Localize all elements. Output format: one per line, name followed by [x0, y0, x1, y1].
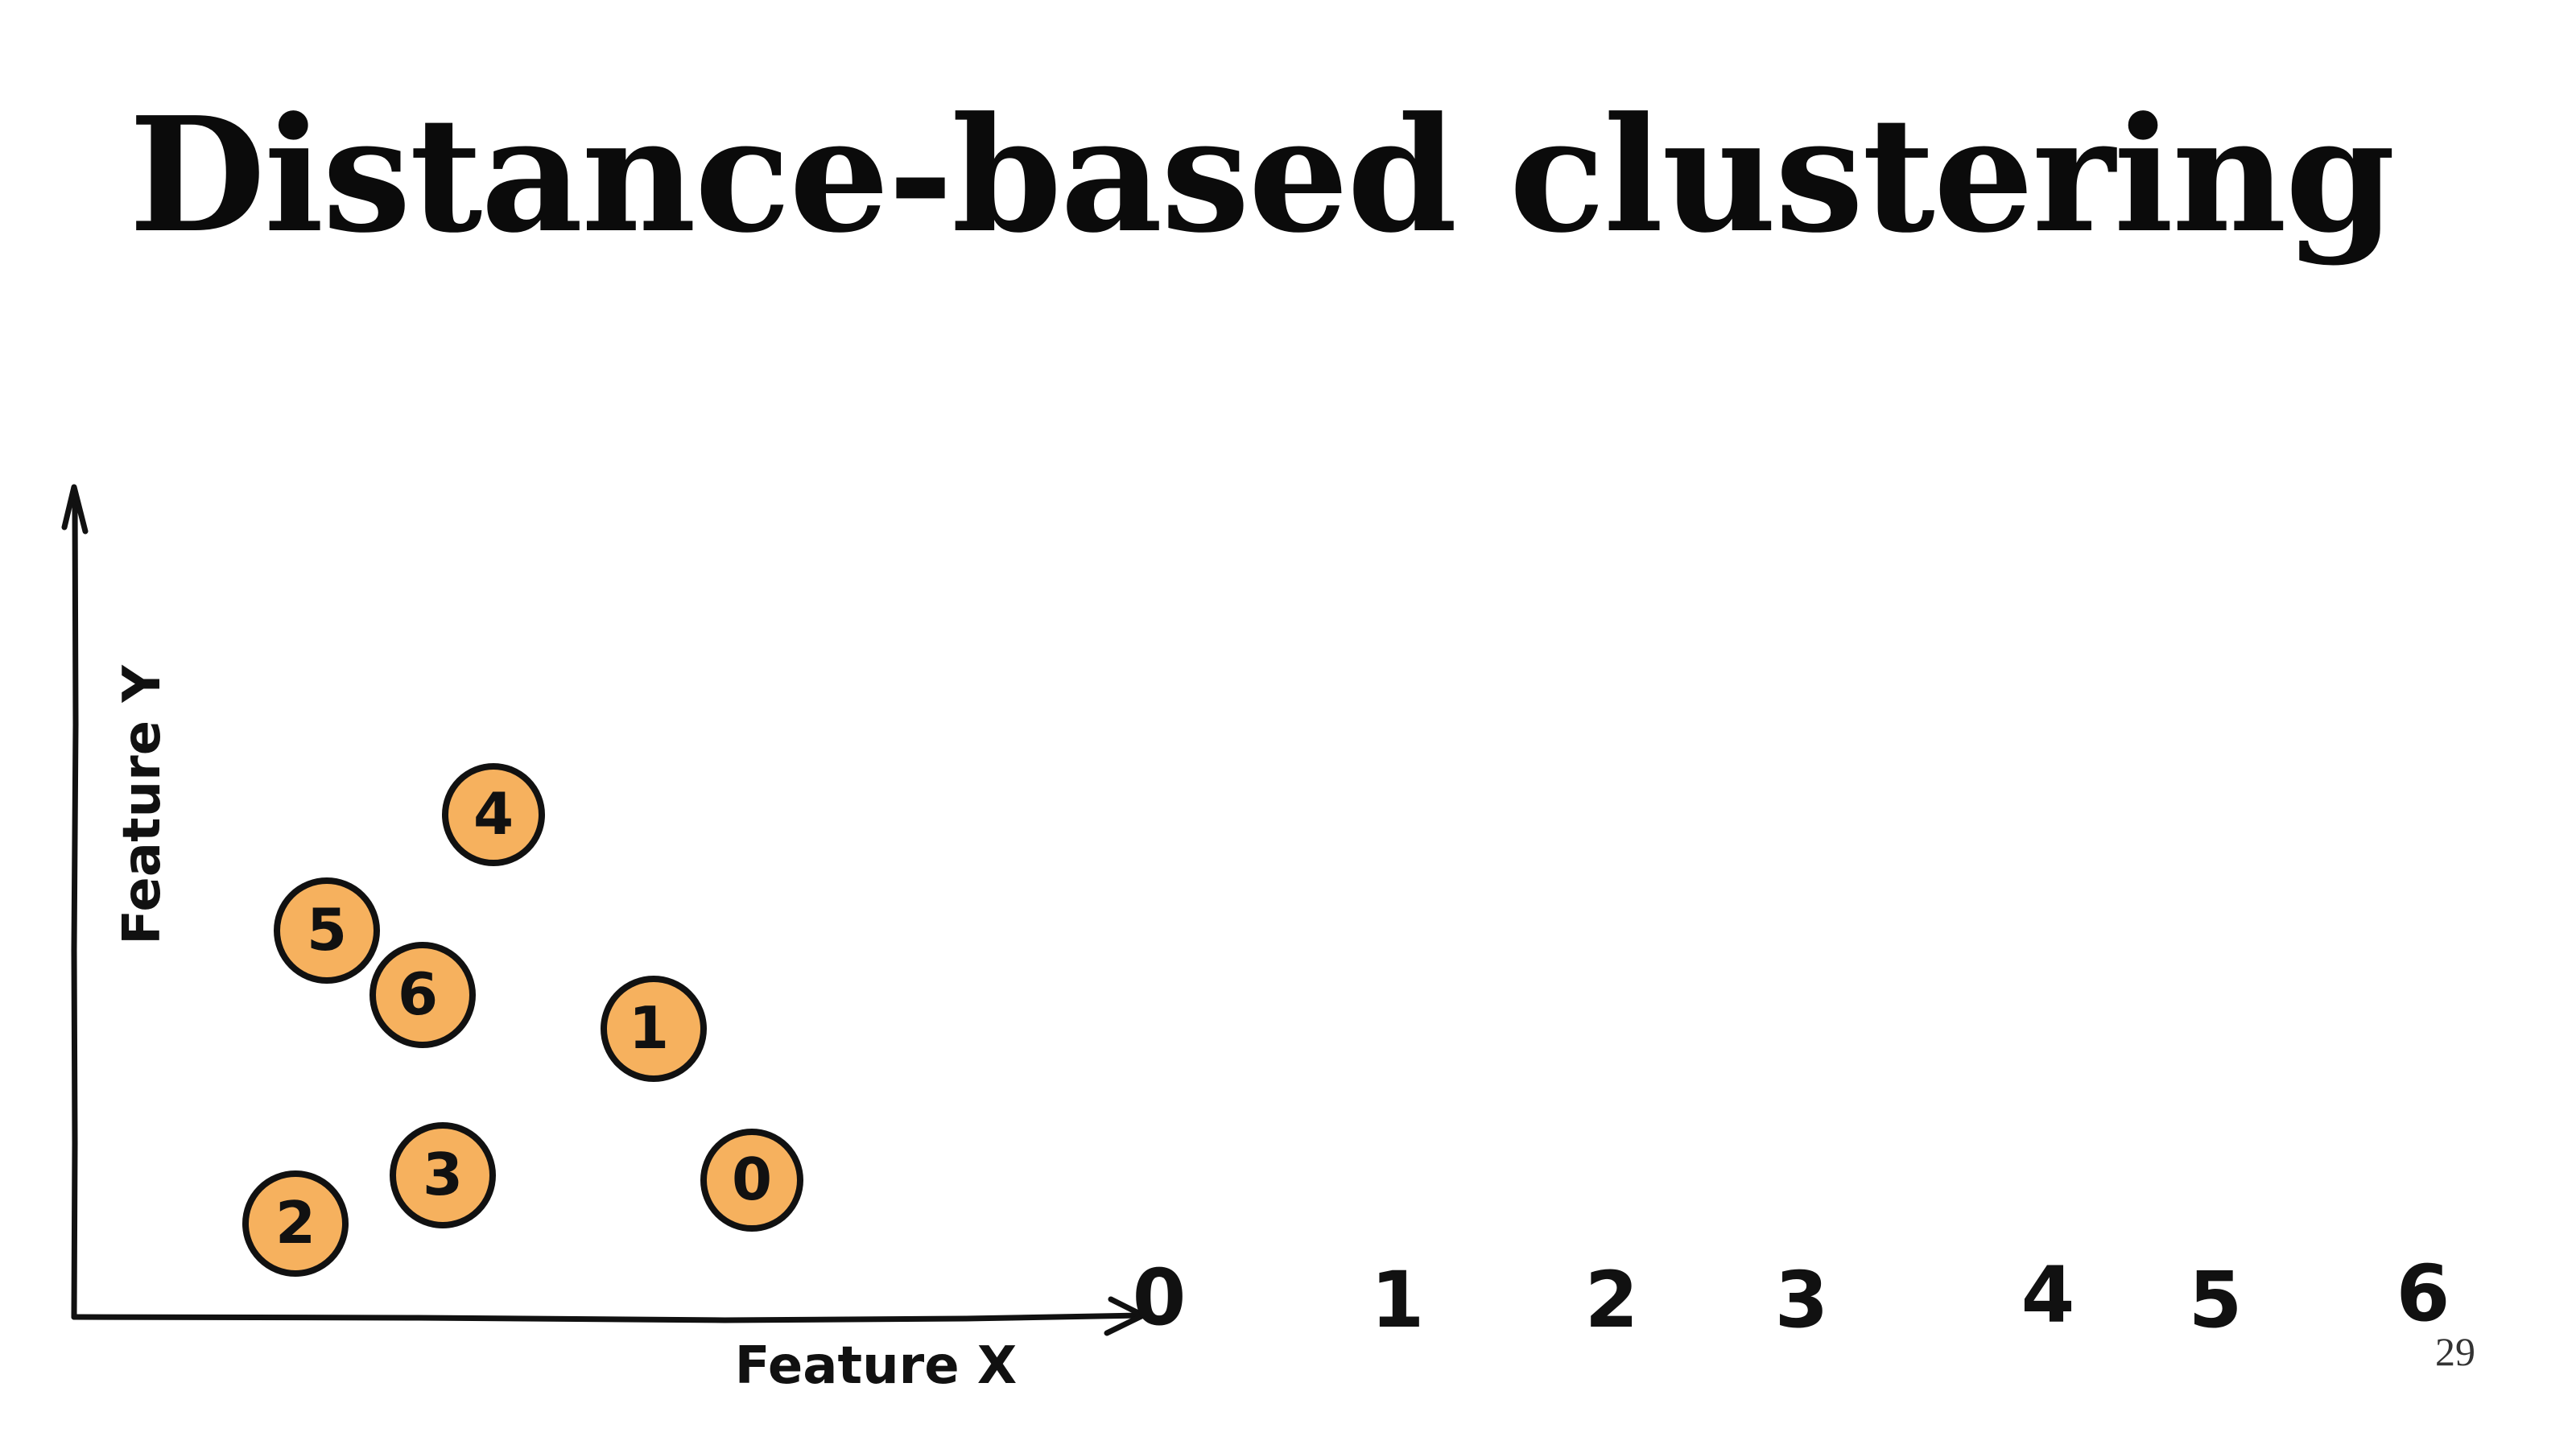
point-circle	[369, 942, 476, 1048]
point-circle	[601, 976, 707, 1082]
point-circle	[242, 1170, 349, 1277]
point-label: 6	[398, 960, 438, 1028]
y-axis-arrowhead	[61, 484, 89, 535]
order-number: 3	[1775, 1255, 1829, 1345]
point-circle	[274, 877, 380, 984]
point-circle	[390, 1122, 496, 1228]
order-number: 1	[1371, 1255, 1425, 1345]
order-number: 6	[2396, 1249, 2450, 1339]
point-circle	[700, 1129, 803, 1232]
y-axis	[71, 488, 79, 1320]
page-number: 29	[2435, 1329, 2475, 1374]
point-label: 1	[629, 994, 669, 1062]
order-number: 4	[2021, 1250, 2075, 1340]
data-point: 4	[442, 763, 545, 866]
data-point: 3	[390, 1122, 496, 1228]
data-points: 4 5 6 1 3 0 2	[242, 763, 803, 1277]
x-axis-label: Feature X	[735, 1336, 1017, 1396]
point-label: 4	[473, 780, 514, 848]
order-number: 5	[2189, 1255, 2243, 1345]
y-axis-label: Feature Y	[113, 665, 172, 945]
x-axis-arrowhead	[1104, 1296, 1146, 1336]
x-axis	[71, 1312, 1145, 1323]
order-number: 0	[1133, 1253, 1187, 1343]
data-point: 0	[700, 1129, 803, 1232]
data-point: 5	[274, 877, 380, 984]
data-point: 2	[242, 1170, 349, 1277]
slide-title: Distance-based clustering	[129, 83, 2396, 268]
point-label: 3	[423, 1141, 463, 1208]
point-label: 2	[275, 1189, 316, 1257]
data-point: 1	[601, 976, 707, 1082]
data-point: 6	[369, 942, 476, 1048]
point-circle	[442, 763, 545, 866]
point-label: 5	[307, 896, 347, 964]
order-row: 0 1 2 3 4 5 6	[1133, 1249, 2450, 1345]
order-number: 2	[1585, 1255, 1639, 1345]
point-label: 0	[732, 1146, 772, 1213]
